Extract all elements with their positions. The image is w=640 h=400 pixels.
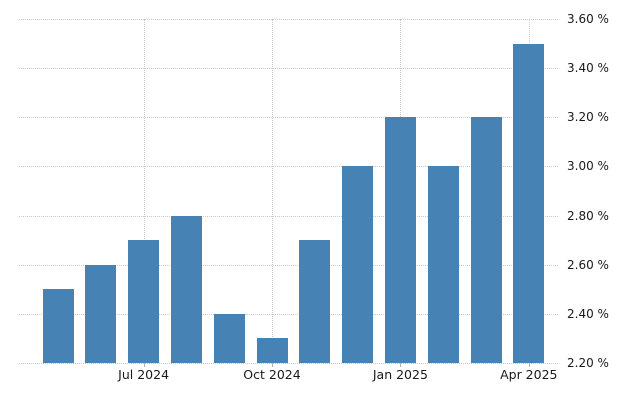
y-gridline bbox=[19, 313, 558, 315]
plot-area bbox=[19, 19, 558, 364]
x-tick-mark bbox=[272, 363, 273, 367]
y-gridline bbox=[19, 363, 558, 364]
y-tick-label: 3.60 % bbox=[567, 12, 609, 26]
bar-oct-2024 bbox=[256, 338, 288, 363]
y-tick-label: 2.20 % bbox=[567, 356, 609, 370]
y-tick-label: 3.40 % bbox=[567, 61, 609, 76]
x-tick-label: Apr 2025 bbox=[500, 367, 558, 382]
y-tick-label: 3.00 % bbox=[567, 159, 609, 174]
x-tick-mark bbox=[528, 363, 530, 367]
x-tick-label: Oct 2024 bbox=[243, 367, 301, 382]
bar-nov-2024 bbox=[299, 240, 331, 363]
x-tick-mark bbox=[400, 363, 402, 367]
bar-jan-2025 bbox=[384, 117, 416, 363]
y-gridline bbox=[19, 215, 558, 217]
bar-jul-2024 bbox=[128, 240, 160, 363]
y-gridline bbox=[19, 68, 558, 70]
y-gridline bbox=[19, 166, 558, 168]
y-tick-label: 2.60 % bbox=[567, 257, 609, 272]
bar-mar-2025 bbox=[470, 117, 502, 363]
x-gridline bbox=[272, 19, 273, 363]
x-tick-label: Jul 2024 bbox=[118, 367, 170, 382]
bar-may-2024 bbox=[42, 289, 74, 363]
y-tick-label: 2.40 % bbox=[567, 306, 609, 321]
y-gridline bbox=[19, 19, 558, 20]
y-tick-label: 2.80 % bbox=[567, 208, 609, 223]
x-gridline bbox=[143, 19, 145, 363]
y-gridline bbox=[19, 117, 558, 119]
y-tick-label: 3.20 % bbox=[567, 110, 609, 125]
x-tick-label: Jan 2025 bbox=[372, 367, 428, 382]
bar-dec-2024 bbox=[342, 166, 374, 363]
x-tick-mark bbox=[143, 363, 145, 367]
bar-apr-2025 bbox=[513, 43, 545, 363]
bar-feb-2025 bbox=[427, 166, 459, 363]
bar-sep-2024 bbox=[213, 313, 245, 363]
bar-aug-2024 bbox=[170, 215, 202, 363]
y-gridline bbox=[19, 264, 558, 266]
bar-jun-2024 bbox=[85, 264, 117, 363]
